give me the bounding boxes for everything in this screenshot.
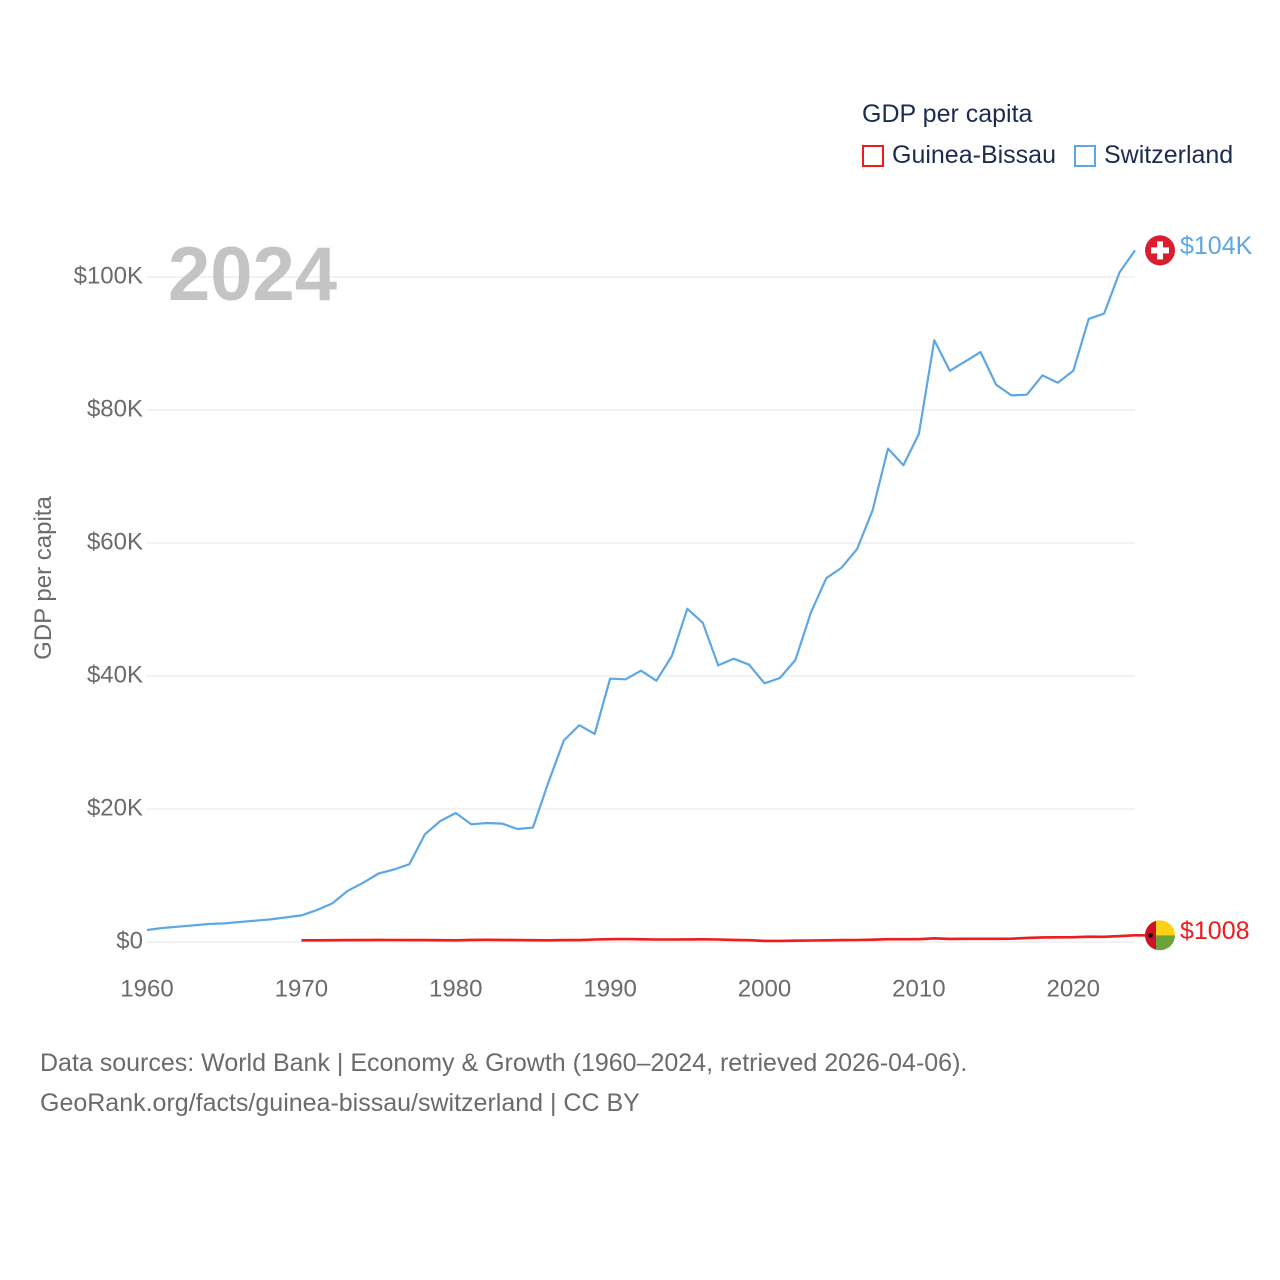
x-axis-ticks: 1960 1970 1980 1990 2000 2010 2020 (120, 975, 1100, 1002)
legend-item-guinea-bissau[interactable]: Guinea-Bissau (862, 141, 1056, 170)
x-tick-label: 2010 (892, 975, 945, 1002)
y-tick-label: $100K (74, 262, 143, 289)
footer: Data sources: World Bank | Economy & Gro… (40, 1043, 967, 1123)
x-tick-label: 2000 (738, 975, 791, 1002)
series-lines (146, 249, 1145, 943)
x-tick-label: 1980 (429, 975, 482, 1002)
x-tick-label: 1960 (120, 975, 173, 1002)
legend-label-switzerland: Switzerland (1103, 141, 1234, 169)
y-tick-label: $80K (87, 395, 143, 422)
legend-swatch-guinea-bissau (862, 144, 884, 167)
data-sources-text: Data sources: World Bank | Economy & Gro… (40, 1049, 968, 1077)
y-tick-label: $40K (87, 661, 143, 688)
switzerland-end-value: $104K (1180, 232, 1253, 260)
legend-swatch-switzerland (1073, 144, 1096, 167)
series-line-guinea-bissau (301, 934, 1136, 943)
legend-label-guinea-bissau: Guinea-Bissau (892, 141, 1056, 169)
x-tick-label: 2020 (1047, 975, 1100, 1002)
legend-item-switzerland[interactable]: Switzerland (1073, 141, 1234, 170)
y-tick-label: $60K (87, 528, 143, 555)
x-tick-label: 1970 (275, 975, 328, 1002)
source-link-text: GeoRank.org/facts/guinea-bissau/switzerl… (40, 1089, 640, 1117)
switzerland-flag-icon (1145, 235, 1175, 266)
y-tick-label: $20K (87, 794, 143, 821)
legend-title: GDP per capita (862, 100, 1033, 128)
current-year-label: 2024 (168, 232, 337, 317)
series-end-markers (1145, 235, 1175, 951)
guinea-bissau-end-value: $1008 (1180, 917, 1250, 945)
y-tick-label: $0 (116, 927, 143, 954)
legend: GDP per capita Guinea-Bissau Switzerland (862, 100, 1251, 170)
gridlines (147, 276, 1135, 943)
y-axis-ticks: $0 $20K $40K $60K $80K $100K (74, 262, 143, 954)
series-line-switzerland (146, 249, 1136, 932)
guinea-bissau-flag-icon (1145, 920, 1175, 951)
y-axis-label: GDP per capita (30, 496, 57, 660)
x-tick-label: 1990 (583, 975, 636, 1002)
